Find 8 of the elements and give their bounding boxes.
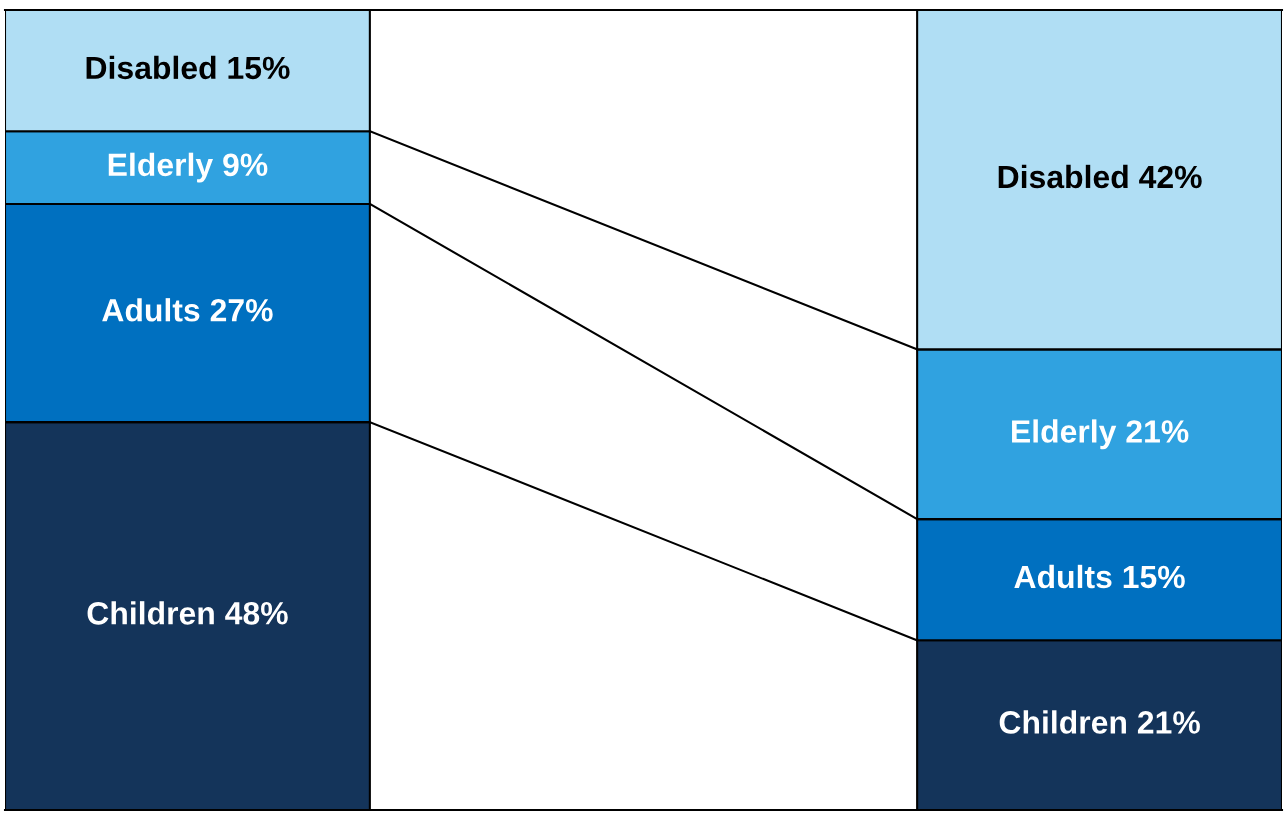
data-label: Children 21% [999,710,1200,734]
data-label: Elderly 9% [108,152,268,183]
data-label: Adults 15% [1014,564,1185,589]
data-label: Disabled 15% [86,55,290,80]
data-label: Children 48% [87,601,288,625]
data-label: Adults 27% [102,298,273,322]
data-label: Elderly 21% [1012,419,1189,450]
data-label: Disabled 42% [998,164,1202,189]
